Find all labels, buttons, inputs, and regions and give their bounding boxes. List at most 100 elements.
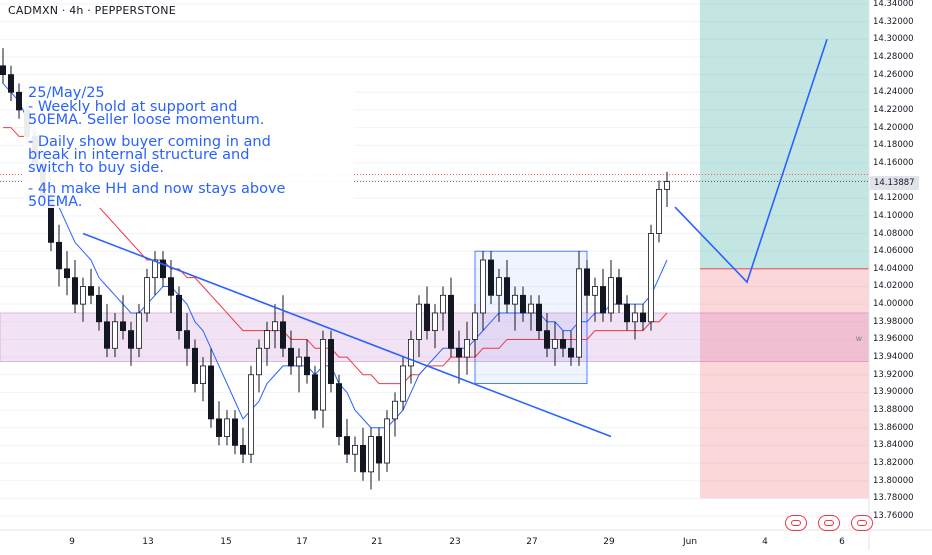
candle [495, 268, 502, 322]
candle [151, 251, 158, 296]
candle [375, 427, 382, 481]
zoom-button[interactable] [818, 515, 840, 531]
price-tick-label: 13.94000 [873, 352, 914, 363]
price-tick-label: 13.76000 [873, 511, 914, 521]
annotation-box[interactable] [24, 86, 354, 208]
price-tick-label: 13.96000 [873, 334, 914, 345]
candle-body [447, 294, 454, 349]
price-tick-label: 13.80000 [873, 475, 914, 486]
candle-body [576, 268, 583, 358]
candle-body [592, 286, 599, 296]
candle [560, 330, 567, 358]
candle [143, 268, 150, 322]
time-tick-label: Jun [682, 537, 698, 547]
candle-body [407, 339, 414, 367]
annotation-line: 50EMA. Seller loose momentum. [28, 112, 265, 128]
candle [544, 312, 551, 358]
candle [431, 304, 438, 349]
candle [319, 330, 326, 428]
candle [239, 427, 246, 464]
price-tick-label: 14.24000 [873, 87, 914, 98]
candle [439, 286, 446, 331]
candle-body [656, 188, 663, 234]
candle-body [455, 347, 462, 358]
candle-body [327, 339, 334, 384]
candle-body [104, 321, 111, 349]
candle [271, 304, 278, 349]
candle [447, 277, 454, 358]
candle [600, 268, 607, 322]
candle [520, 286, 527, 322]
candle [80, 277, 87, 322]
candle-body [512, 294, 519, 305]
price-tick-label: 14.20000 [873, 122, 914, 133]
candle [423, 286, 430, 340]
candle-body [584, 268, 591, 296]
candle-body [319, 339, 326, 411]
candle [624, 295, 631, 331]
candle-body [279, 321, 286, 349]
circle-icon [824, 520, 834, 526]
candle-body [608, 277, 615, 314]
price-tick-label: 14.12000 [873, 193, 914, 204]
candle [399, 357, 406, 411]
candle-body [552, 339, 559, 349]
price-tick-label: 14.02000 [873, 281, 914, 292]
circle-icon [791, 520, 801, 526]
candle-body [207, 365, 214, 420]
candle-body [64, 268, 71, 279]
candle [72, 260, 79, 313]
annotation-line: break in internal structure and [28, 147, 250, 163]
price-tick-label: 14.34000 [873, 0, 914, 9]
candle [359, 427, 366, 481]
price-tick-label: 14.16000 [873, 157, 914, 168]
candle-body [648, 233, 655, 323]
candle [367, 427, 374, 490]
candle-body [143, 277, 150, 314]
price-tick-label: 14.06000 [873, 246, 914, 257]
candle-body [215, 418, 222, 437]
candle-body [127, 330, 134, 349]
candle-body [439, 294, 446, 314]
candle [640, 304, 647, 331]
price-tick-label: 13.90000 [873, 387, 914, 398]
candle-body [632, 312, 639, 323]
candle-body [487, 259, 494, 296]
candle [287, 330, 294, 375]
candle [247, 365, 254, 464]
time-tick-label: 6 [839, 537, 845, 547]
candle-body [167, 277, 174, 296]
candle-body [247, 374, 254, 455]
scroll-left-button[interactable] [785, 515, 807, 531]
price-tick-label: 14.26000 [873, 69, 914, 80]
candle [584, 260, 591, 313]
candle-body [0, 65, 6, 76]
candle-body [223, 418, 230, 437]
candle-body [359, 444, 366, 473]
candle [487, 251, 494, 305]
candle [503, 260, 510, 313]
candle-body [383, 418, 390, 464]
candle-body [159, 259, 166, 279]
reset-button[interactable] [851, 515, 873, 531]
candle [471, 304, 478, 358]
candle [295, 348, 302, 393]
candle [343, 418, 350, 464]
candle [199, 357, 206, 402]
candle-body [415, 303, 422, 340]
candle-body [199, 365, 206, 384]
annotation-line: - 4h make HH and now stays above [28, 181, 286, 197]
candle-body [616, 277, 623, 305]
candle-body [640, 312, 647, 323]
price-tick-label: 14.08000 [873, 228, 914, 239]
candle [664, 171, 671, 208]
time-tick-label: 27 [526, 537, 538, 547]
candle [223, 410, 230, 446]
price-tick-label: 13.86000 [873, 422, 914, 433]
candle [383, 410, 390, 472]
candle-body [343, 436, 350, 455]
candle-body [135, 312, 142, 349]
candle [512, 286, 519, 331]
